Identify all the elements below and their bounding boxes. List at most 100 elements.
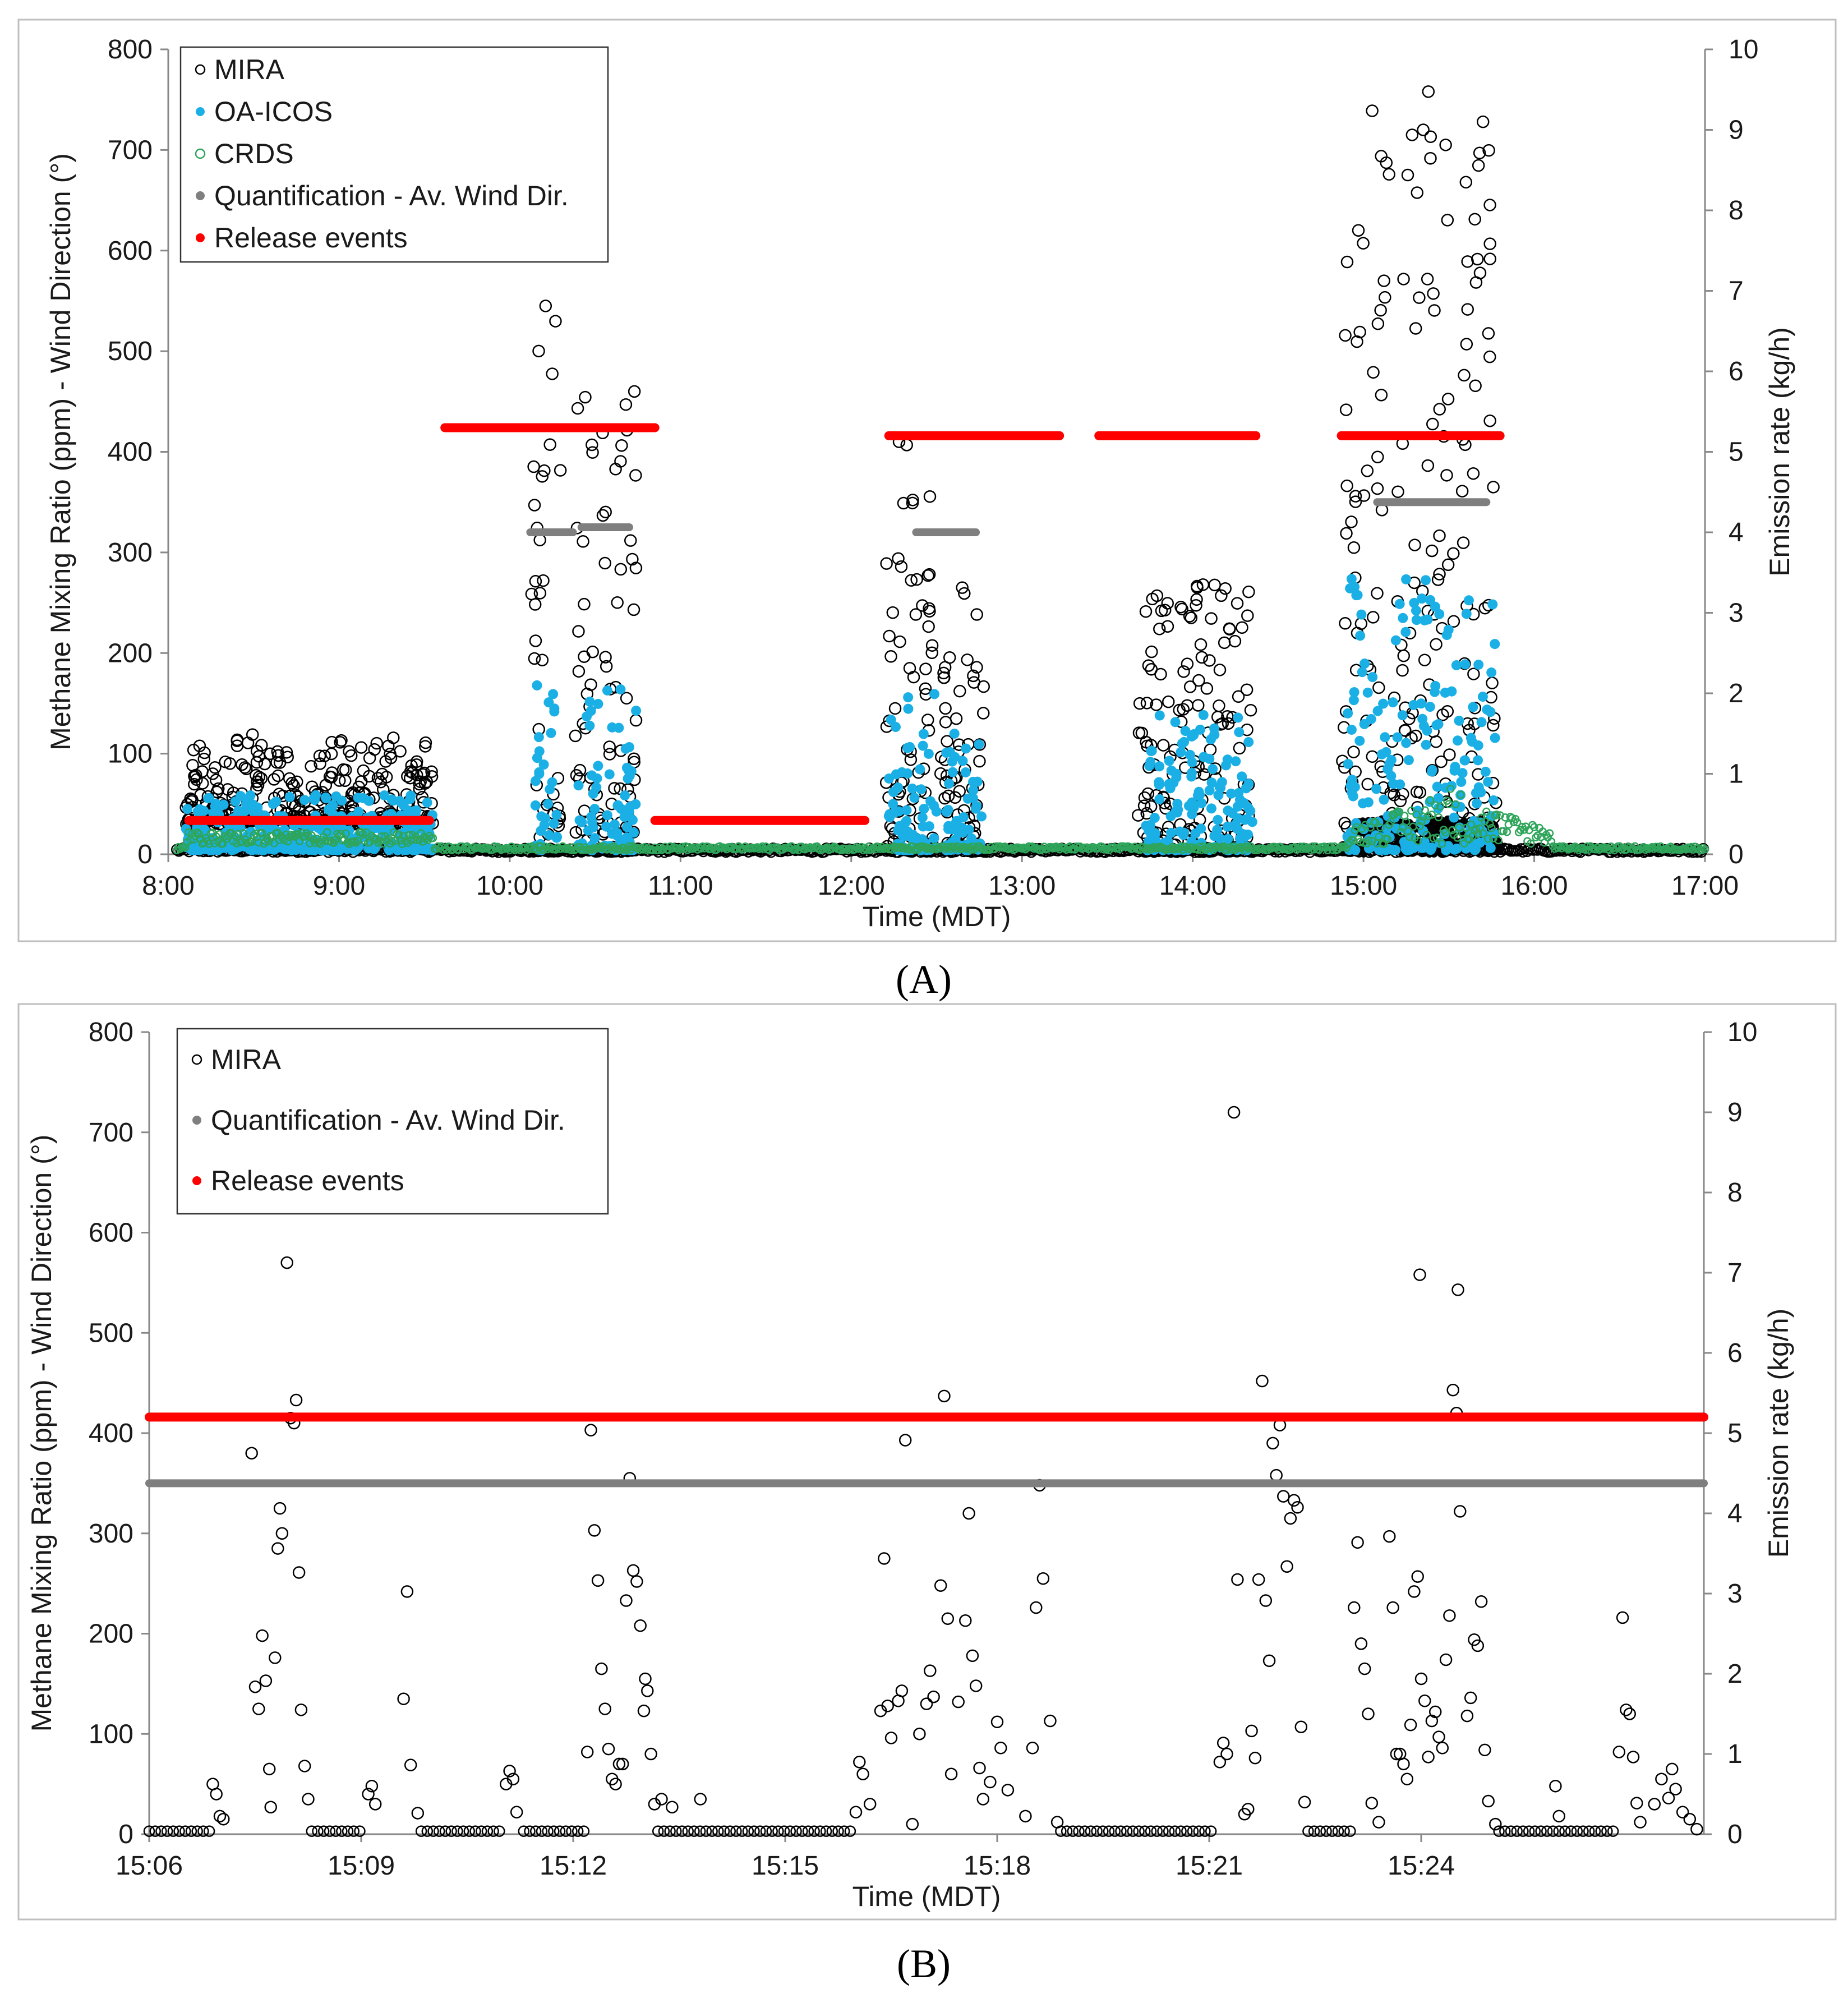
mira-point: [536, 1825, 548, 1837]
mira-point: [944, 1767, 958, 1780]
oa-icos-point: [1473, 659, 1484, 670]
mira-point: [1372, 681, 1385, 694]
mira-point: [1190, 599, 1202, 612]
mira-fill-point: [1437, 819, 1446, 827]
mira-point: [1236, 621, 1248, 634]
mira-point: [1690, 1822, 1703, 1836]
mira-point: [1459, 176, 1473, 189]
mira-point: [1421, 459, 1435, 472]
oa-icos-point: [533, 732, 544, 743]
oa-icos-point: [379, 790, 390, 801]
oa-icos-point: [1472, 798, 1482, 809]
oa-icos-point: [1170, 717, 1181, 728]
mira-point: [1662, 1792, 1675, 1804]
mira-point: [538, 464, 551, 477]
mira-point: [1483, 350, 1496, 363]
mira-point: [524, 1825, 536, 1837]
mira-point: [363, 752, 376, 765]
mira-point: [880, 557, 893, 570]
oa-icos-point: [281, 843, 292, 854]
mira-point: [1400, 1772, 1414, 1785]
mira-point: [518, 1825, 530, 1837]
oa-icos-point: [1237, 771, 1247, 782]
oa-icos-point: [543, 799, 554, 809]
mira-point: [808, 1825, 820, 1837]
mira-point: [1411, 186, 1424, 199]
mira-point: [924, 1664, 937, 1677]
crds-point: [377, 832, 386, 841]
mira-point: [1213, 699, 1225, 712]
mira-point: [1044, 1714, 1057, 1728]
mira-point: [644, 1747, 657, 1761]
oa-icos-point: [1372, 706, 1383, 716]
mira-point: [1308, 1825, 1320, 1837]
mira-point: [1348, 1601, 1361, 1614]
mira-point: [1061, 1825, 1073, 1837]
oa-icos-point: [897, 767, 907, 777]
oa-icos-point: [1378, 698, 1389, 709]
oa-icos-point: [1204, 785, 1215, 796]
x-tick-label: 15:18: [964, 1851, 1031, 1881]
crds-point: [352, 838, 361, 847]
mira-point: [1174, 600, 1187, 614]
oa-icos-point: [587, 770, 597, 781]
oa-icos-point: [1430, 601, 1440, 612]
oa-icos-point: [1348, 695, 1359, 706]
oa-icos-point: [1231, 756, 1241, 767]
crds-point: [1371, 818, 1380, 827]
mira-point: [1396, 664, 1409, 677]
oa-icos-point: [901, 805, 912, 816]
mira-point: [1213, 664, 1227, 676]
mira-point: [264, 1801, 277, 1813]
mira-point: [219, 756, 232, 768]
mira-point: [1067, 1825, 1079, 1837]
mira-point: [302, 1793, 315, 1806]
crds-point: [1487, 824, 1496, 832]
mira-point: [1553, 1825, 1565, 1837]
mira-point: [1326, 1825, 1338, 1837]
oa-icos-point: [1190, 828, 1201, 839]
mira-point: [892, 552, 905, 565]
mira-point: [397, 1692, 410, 1705]
mira-point: [586, 645, 599, 659]
mira-point: [354, 1825, 366, 1837]
mira-point: [262, 1762, 276, 1776]
mira-point: [1612, 1746, 1626, 1758]
crds-point: [1391, 809, 1400, 817]
mira-point: [1354, 1637, 1368, 1650]
y2-tick-label: 7: [1729, 277, 1744, 306]
mira-point: [469, 1825, 481, 1837]
crds-point: [1352, 823, 1361, 831]
oa-icos-point: [182, 804, 193, 814]
mira-point: [1473, 146, 1486, 160]
mira-point: [1161, 597, 1174, 610]
crds-point: [1453, 834, 1462, 842]
y2-tick-label: 0: [1729, 840, 1744, 869]
oa-icos-point: [1384, 758, 1395, 769]
mira-point: [577, 535, 589, 548]
mira-point: [415, 1825, 427, 1837]
oa-icos-point: [239, 806, 250, 817]
mira-point: [1320, 1825, 1332, 1837]
crds-point: [1383, 835, 1391, 844]
crds-point: [1417, 817, 1426, 826]
mira-point: [543, 438, 556, 451]
mira-point: [881, 1699, 894, 1712]
oa-icos-point: [1164, 756, 1174, 766]
mira-point: [1365, 1797, 1379, 1810]
oa-icos-point: [1233, 788, 1244, 799]
oa-icos-point: [589, 804, 600, 814]
oa-icos-point: [1388, 697, 1398, 708]
mira-point: [161, 1825, 173, 1837]
mira-point: [1242, 1803, 1255, 1816]
crds-point: [1429, 834, 1438, 842]
oa-icos-point: [538, 759, 549, 770]
oa-icos-point: [1171, 768, 1182, 779]
mira-point: [883, 629, 896, 643]
mira-point: [579, 390, 592, 404]
mira-point: [1397, 273, 1410, 286]
mira-point: [1142, 659, 1155, 672]
mira-point: [411, 1807, 425, 1820]
mira-point: [599, 505, 612, 519]
y2-tick-label: 9: [1727, 1098, 1743, 1127]
